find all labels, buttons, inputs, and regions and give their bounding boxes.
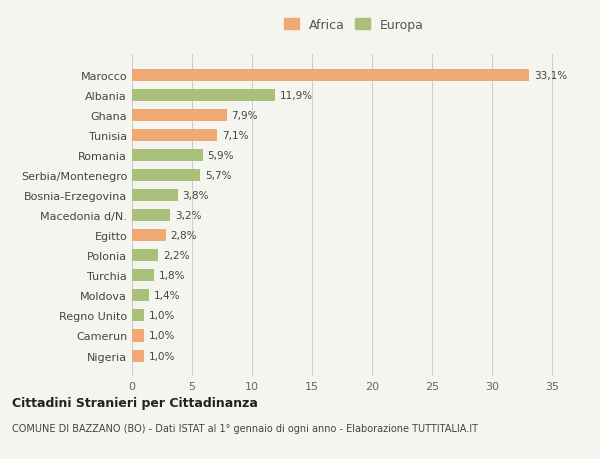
Bar	[132, 290, 149, 302]
Text: 1,0%: 1,0%	[149, 331, 175, 341]
Bar	[132, 110, 227, 122]
Text: 7,9%: 7,9%	[232, 111, 258, 121]
Text: 5,7%: 5,7%	[205, 171, 232, 181]
Text: 2,2%: 2,2%	[163, 251, 190, 261]
Bar	[132, 310, 144, 322]
Bar	[132, 190, 178, 202]
Bar	[132, 150, 203, 162]
Text: 1,0%: 1,0%	[149, 351, 175, 361]
Text: 1,4%: 1,4%	[154, 291, 180, 301]
Bar	[132, 130, 217, 142]
Bar	[132, 350, 144, 362]
Text: 5,9%: 5,9%	[208, 151, 234, 161]
Bar	[132, 330, 144, 342]
Bar	[132, 230, 166, 242]
Text: 11,9%: 11,9%	[280, 91, 313, 101]
Text: 2,8%: 2,8%	[170, 231, 197, 241]
Bar	[132, 170, 200, 182]
Text: 7,1%: 7,1%	[222, 131, 248, 141]
Text: 1,0%: 1,0%	[149, 311, 175, 321]
Bar	[132, 70, 529, 82]
Text: 3,2%: 3,2%	[175, 211, 202, 221]
Bar	[132, 250, 158, 262]
Bar	[132, 210, 170, 222]
Text: 33,1%: 33,1%	[534, 71, 567, 81]
Bar	[132, 90, 275, 102]
Bar	[132, 270, 154, 282]
Text: 1,8%: 1,8%	[158, 271, 185, 281]
Legend: Africa, Europa: Africa, Europa	[281, 17, 427, 34]
Text: Cittadini Stranieri per Cittadinanza: Cittadini Stranieri per Cittadinanza	[12, 396, 258, 409]
Text: 3,8%: 3,8%	[182, 191, 209, 201]
Text: COMUNE DI BAZZANO (BO) - Dati ISTAT al 1° gennaio di ogni anno - Elaborazione TU: COMUNE DI BAZZANO (BO) - Dati ISTAT al 1…	[12, 424, 478, 433]
